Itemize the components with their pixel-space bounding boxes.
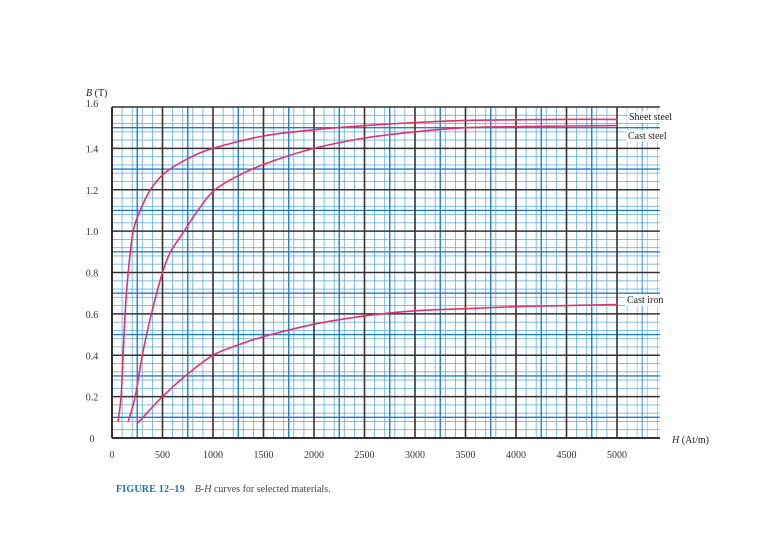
curve-cast-iron xyxy=(136,303,618,425)
curve-cast-steel xyxy=(127,124,618,423)
x-tick-label: 3500 xyxy=(456,450,476,461)
series-label-cast-iron: Cast iron xyxy=(627,295,663,306)
x-tick-label: 4000 xyxy=(506,450,526,461)
y-axis-ticks: 0 0.2 0.4 0.6 0.8 1.0 1.2 1.4 1.6 xyxy=(86,99,99,445)
x-axis-title: H (At/m) xyxy=(671,435,709,446)
curve-sheet-steel xyxy=(117,118,618,423)
y-axis-title: B (T) xyxy=(86,88,107,99)
x-tick-label: 0 xyxy=(110,450,115,461)
y-tick-label: 0.8 xyxy=(86,269,99,280)
x-tick-label: 1000 xyxy=(203,450,223,461)
curves xyxy=(117,118,618,425)
y-tick-label: 1.6 xyxy=(86,99,99,110)
figure-caption: FIGURE 12–19 B-H curves for selected mate… xyxy=(116,484,331,495)
y-tick-label: 0.2 xyxy=(86,393,99,404)
x-tick-label: 1500 xyxy=(254,450,274,461)
series-label-cast-steel: Cast steel xyxy=(628,131,667,142)
y-tick-label: 0 xyxy=(90,434,95,445)
series-labels: Sheet steel Cast steel Cast iron xyxy=(625,111,693,306)
x-axis-ticks: 0 500 1000 1500 2000 2500 3000 3500 4000 4500 5000 xyxy=(110,450,628,461)
y-tick-label: 1.4 xyxy=(86,144,99,155)
figure-label: FIGURE 12–19 xyxy=(116,484,185,495)
x-tick-label: 2000 xyxy=(304,450,324,461)
y-tick-label: 1.0 xyxy=(86,227,99,238)
caption-text: curves for selected materials. xyxy=(211,484,331,495)
y-tick-label: 0.4 xyxy=(86,351,99,362)
caption-italic: B-H xyxy=(194,484,212,495)
x-tick-label: 4500 xyxy=(557,450,577,461)
y-tick-label: 0.6 xyxy=(86,310,99,321)
x-tick-label: 5000 xyxy=(607,450,627,461)
x-tick-label: 500 xyxy=(155,450,170,461)
series-label-sheet-steel: Sheet steel xyxy=(629,112,672,123)
y-tick-label: 1.2 xyxy=(86,186,99,197)
x-tick-label: 2500 xyxy=(355,450,375,461)
x-tick-label: 3000 xyxy=(405,450,425,461)
